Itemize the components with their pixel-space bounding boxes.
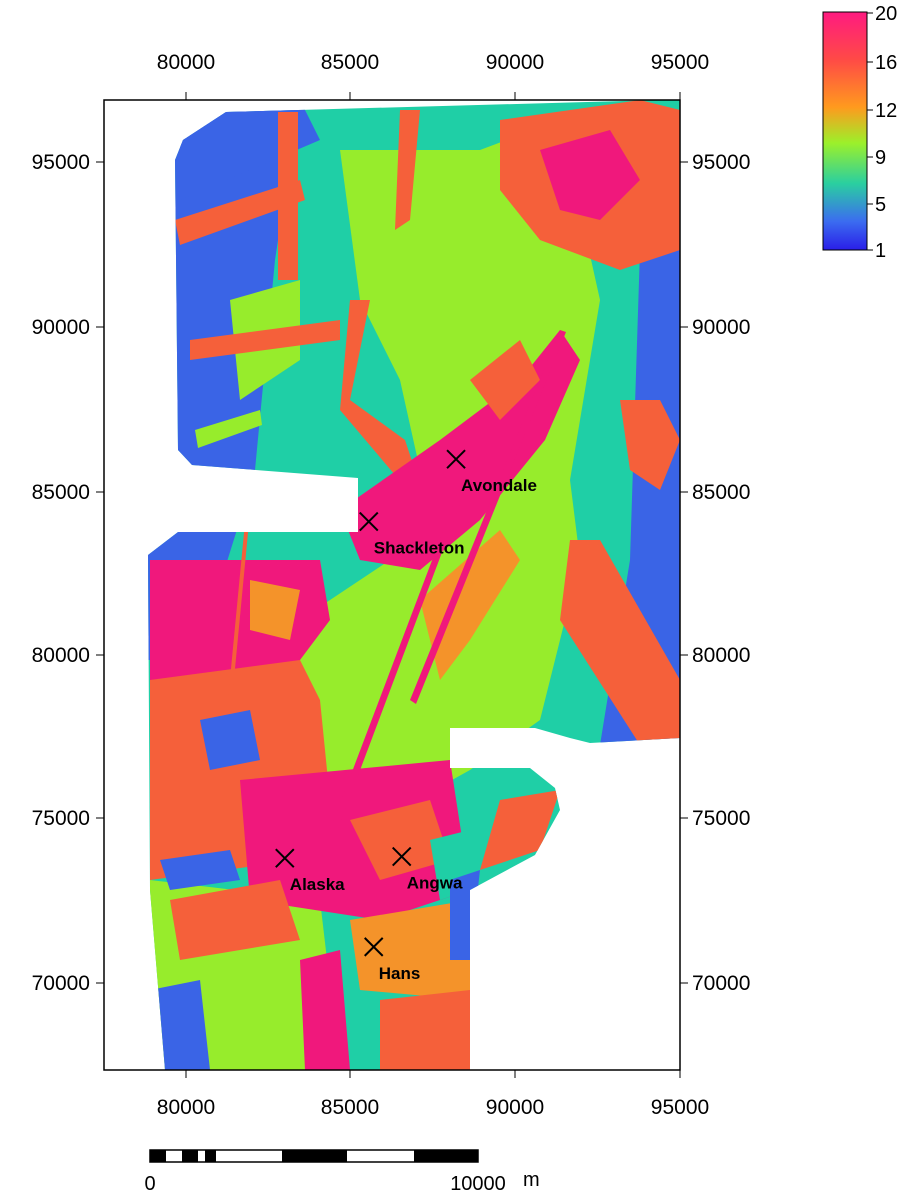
y-tick-label-right-5: 75000 <box>692 807 750 830</box>
colorbar-gradient <box>822 11 868 251</box>
dyke-2 <box>330 460 476 834</box>
x-axis-top: 80000 85000 90000 95000 <box>157 51 709 100</box>
x-tick-label-top-4: 95000 <box>651 51 709 74</box>
x-tick-label-top-2: 85000 <box>321 51 379 74</box>
y-tick-label-right-3: 85000 <box>692 481 750 504</box>
band-west-orange <box>190 320 340 360</box>
scale-bar-segment-5 <box>414 1150 478 1162</box>
scale-bar-segment-3 <box>205 1150 216 1162</box>
cross-icon <box>275 848 295 868</box>
cross-icon <box>392 846 412 867</box>
band-vertical-orange <box>278 112 298 280</box>
region-east-orange <box>620 400 680 490</box>
region-south-orange <box>350 800 450 880</box>
survey-area <box>148 100 680 1070</box>
site-label-shackleton: Shackleton <box>374 539 465 558</box>
y-tick-label-left-6: 70000 <box>32 972 90 995</box>
site-label-avondale: Avondale <box>461 476 537 495</box>
band-north-orange <box>395 110 420 230</box>
colorbar-legend: 20 16 12 9 5 1 <box>822 3 897 262</box>
y-tick-label-right-2: 90000 <box>692 316 750 339</box>
y-tick-label-right-4: 80000 <box>692 644 750 667</box>
region-south-pink-band <box>300 950 350 1070</box>
region-south-blue-2 <box>160 850 240 890</box>
zone-central-orange <box>470 340 540 420</box>
band-se-orange <box>560 540 680 745</box>
scale-bar: 0 10000 m <box>144 1149 540 1195</box>
x-tick-label-bottom-4: 95000 <box>651 1096 709 1119</box>
cross-icon <box>446 449 466 469</box>
region-south-amber <box>350 900 470 1000</box>
scale-bar-start-label: 0 <box>144 1173 155 1195</box>
region-sw-blue-patch <box>200 710 260 770</box>
site-marker-hans: Hans <box>364 937 421 983</box>
colorbar-label-3: 12 <box>875 100 897 122</box>
y-tick-label-right-1: 95000 <box>692 151 750 174</box>
y-tick-label-left-5: 75000 <box>32 807 90 830</box>
colorbar-label-4: 9 <box>875 147 886 169</box>
band-west-green <box>195 410 262 448</box>
x-tick-label-top-3: 90000 <box>486 51 544 74</box>
y-tick-label-left-3: 85000 <box>32 481 90 504</box>
region-west-amber <box>250 580 300 640</box>
y-tick-label-left-1: 95000 <box>32 151 90 174</box>
scale-bar-segment-2 <box>182 1150 198 1162</box>
site-label-hans: Hans <box>379 964 421 983</box>
y-axis-right: 95000 90000 85000 80000 75000 70000 <box>680 151 750 995</box>
scale-bar-unit-label: m <box>523 1169 540 1191</box>
region-south-bottom-orange <box>380 990 470 1070</box>
x-axis-bottom: 80000 85000 90000 95000 <box>157 1070 709 1119</box>
scale-bar-segment-4 <box>282 1150 347 1162</box>
region-ne-pink <box>540 130 640 220</box>
region-south-pink <box>240 760 470 920</box>
x-tick-label-bottom-2: 85000 <box>321 1096 379 1119</box>
y-tick-label-left-2: 90000 <box>32 316 90 339</box>
dyke-1 <box>410 330 566 704</box>
site-marker-avondale: Avondale <box>446 449 537 495</box>
site-markers: Avondale Shackleton Alaska Angwa Hans <box>275 449 537 983</box>
cross-icon <box>364 937 384 957</box>
band-mid-orange <box>340 300 415 475</box>
colorbar-label-5: 5 <box>875 194 886 216</box>
site-label-alaska: Alaska <box>290 875 345 894</box>
y-tick-label-left-4: 80000 <box>32 644 90 667</box>
region-south-blue <box>150 980 210 1070</box>
x-tick-label-top-1: 80000 <box>157 51 215 74</box>
band-nw-orange <box>175 180 305 245</box>
region-south-redorange <box>170 880 300 960</box>
map-frame <box>103 99 681 1071</box>
x-tick-label-bottom-3: 90000 <box>486 1096 544 1119</box>
scale-bar-end-label: 10000 <box>450 1173 506 1195</box>
site-marker-angwa: Angwa <box>392 846 463 893</box>
x-tick-label-bottom-1: 80000 <box>157 1096 215 1119</box>
site-label-angwa: Angwa <box>407 874 463 893</box>
colorbar-label-6: 1 <box>875 240 886 262</box>
colorbar-label-2: 16 <box>875 52 897 74</box>
colorbar-label-1: 20 <box>875 3 897 25</box>
site-marker-alaska: Alaska <box>275 848 345 894</box>
site-marker-shackleton: Shackleton <box>359 511 465 558</box>
cross-icon <box>359 511 379 532</box>
y-tick-label-right-6: 70000 <box>692 972 750 995</box>
y-axis-left: 95000 90000 85000 80000 75000 70000 <box>32 151 104 995</box>
zone-central-orange-2 <box>420 530 520 680</box>
scale-bar-segment-1 <box>150 1150 166 1162</box>
